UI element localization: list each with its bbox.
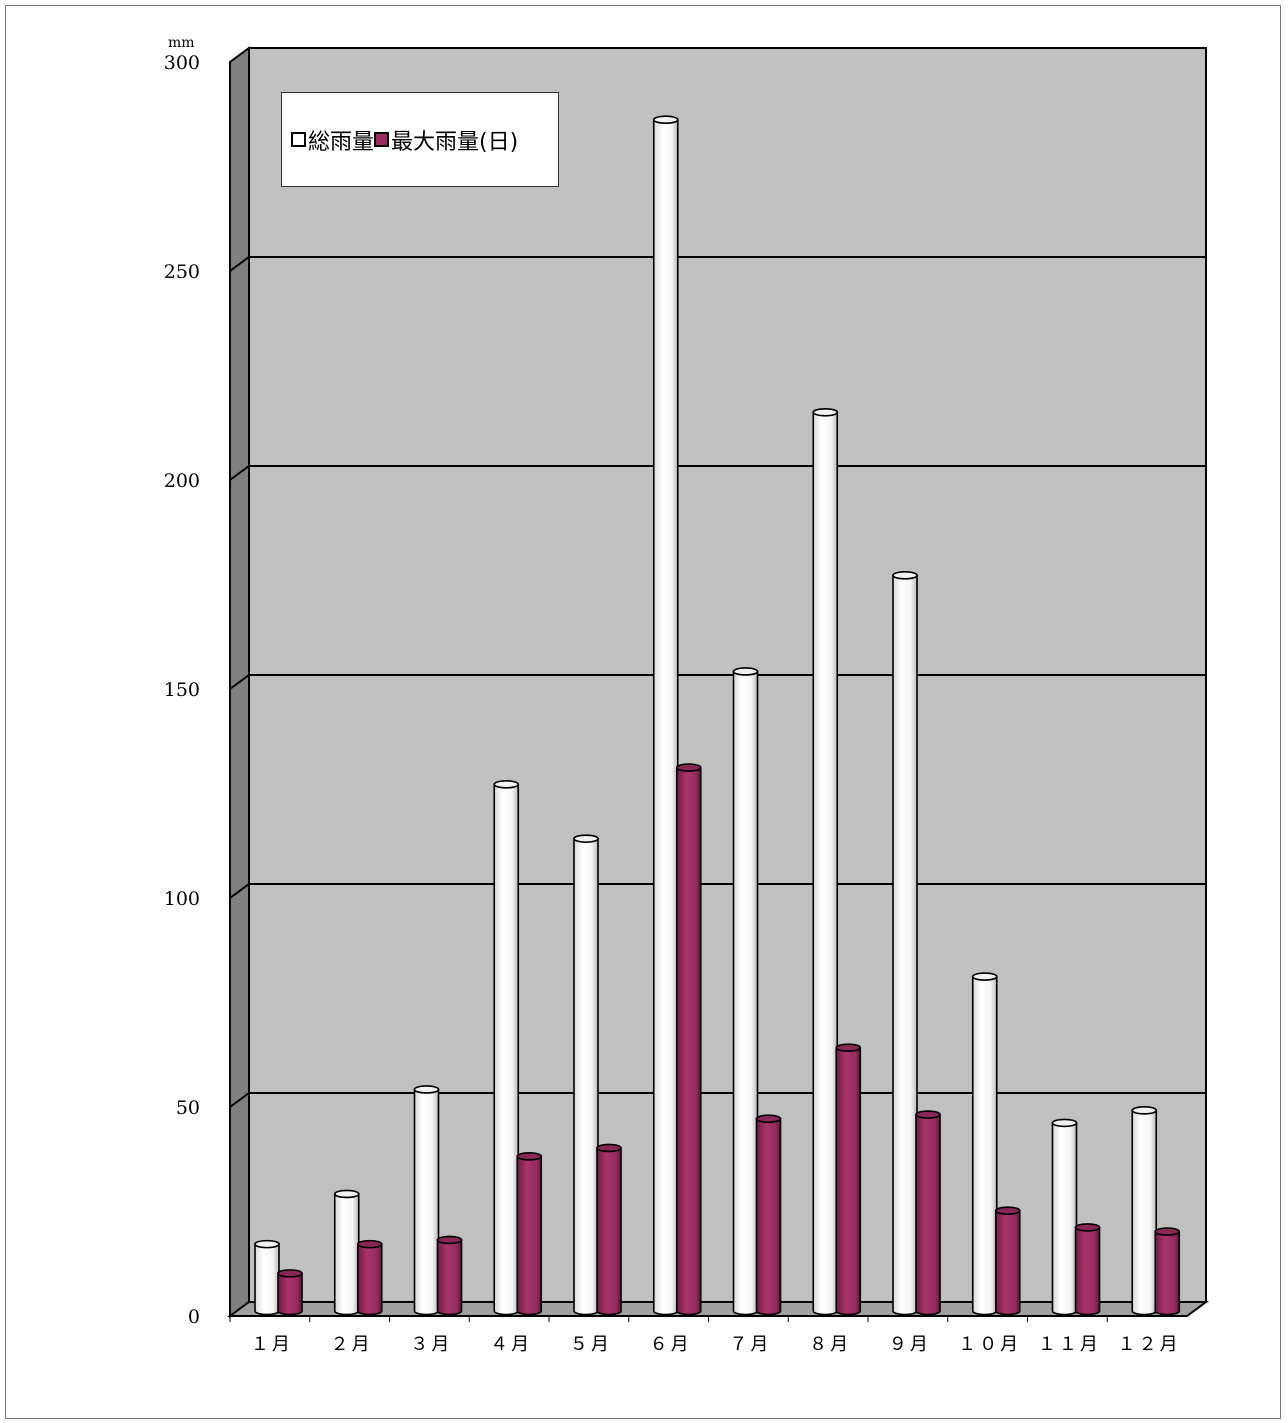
- x-tick-label: ９月: [889, 1334, 931, 1355]
- gridline: [229, 674, 1206, 690]
- gridline: [229, 465, 1206, 481]
- legend-item-total: 総雨量: [291, 124, 374, 156]
- x-tick-label: ６月: [650, 1334, 692, 1355]
- x-tick-label: ３月: [410, 1334, 452, 1355]
- x-tick-label: ４月: [490, 1334, 532, 1355]
- y-tick-label: 0: [188, 1306, 200, 1328]
- bar-max-daily-rainfall: [1074, 1223, 1101, 1316]
- legend-label-total: 総雨量: [308, 129, 375, 155]
- bar-total-rainfall: [812, 407, 839, 1316]
- x-tick-label: ５月: [570, 1334, 612, 1355]
- gridlines: [229, 256, 1206, 1108]
- y-axis-tick-labels: 0 50 100 150 200 250 300: [164, 52, 200, 1328]
- bar-max-daily-rainfall: [755, 1114, 782, 1316]
- y-tick-label: 150: [164, 679, 200, 701]
- bar-max-daily-rainfall: [675, 763, 702, 1316]
- bar-total-rainfall: [493, 780, 520, 1316]
- bar-total-rainfall: [333, 1189, 360, 1316]
- x-tick-label: ７月: [729, 1334, 771, 1355]
- bars: [254, 115, 1181, 1316]
- y-tick-label: 100: [164, 888, 200, 910]
- bar-max-daily-rainfall: [835, 1043, 862, 1316]
- y-tick-label: 250: [164, 261, 200, 283]
- x-tick-label: １月: [251, 1334, 293, 1355]
- bar-total-rainfall: [254, 1239, 280, 1316]
- bar-total-rainfall: [1051, 1118, 1078, 1316]
- bar-total-rainfall: [892, 571, 918, 1316]
- x-tick-label: １２月: [1118, 1334, 1181, 1355]
- gridline: [229, 256, 1206, 272]
- bar-max-daily-rainfall: [436, 1235, 463, 1316]
- chart-frame: [5, 5, 1281, 1419]
- x-tick-label: １１月: [1038, 1334, 1101, 1355]
- bar-max-daily-rainfall: [1154, 1227, 1181, 1316]
- bar-total-rainfall: [971, 972, 998, 1316]
- x-tick-label: ２月: [331, 1334, 373, 1355]
- bar-max-daily-rainfall: [356, 1239, 383, 1316]
- y-tick-label: 200: [164, 470, 200, 492]
- x-tick-label: ８月: [809, 1334, 851, 1355]
- bar-max-daily-rainfall: [277, 1269, 303, 1316]
- legend-item-max-daily: 最大雨量(日): [374, 124, 518, 156]
- legend-label-max-daily: 最大雨量(日): [391, 129, 519, 155]
- bar-total-rainfall: [732, 667, 759, 1316]
- y-tick-label: 300: [164, 52, 200, 74]
- bar-total-rainfall: [1131, 1106, 1158, 1316]
- x-axis-tick-labels: １月 ２月 ３月 ４月 ５月 ６月 ７月 ８月 ９月 １０月 １１月 １２月: [229, 1316, 1181, 1355]
- bar-max-daily-rainfall: [516, 1152, 543, 1316]
- bar-total-rainfall: [413, 1085, 440, 1316]
- bar-max-daily-rainfall: [915, 1110, 941, 1316]
- bar-max-daily-rainfall: [994, 1206, 1021, 1316]
- bar-total-rainfall: [573, 834, 599, 1316]
- bar-max-daily-rainfall: [596, 1143, 622, 1316]
- gridline: [229, 1092, 1206, 1108]
- bar-total-rainfall: [652, 115, 679, 1316]
- legend-swatch-total: [291, 132, 306, 147]
- x-tick-label: １０月: [958, 1334, 1021, 1355]
- legend: 総雨量 最大雨量(日): [281, 92, 559, 187]
- y-tick-label: 50: [176, 1097, 200, 1119]
- y-axis-unit-label: mm: [168, 35, 195, 51]
- legend-swatch-max-daily: [374, 132, 390, 147]
- gridline: [229, 883, 1206, 899]
